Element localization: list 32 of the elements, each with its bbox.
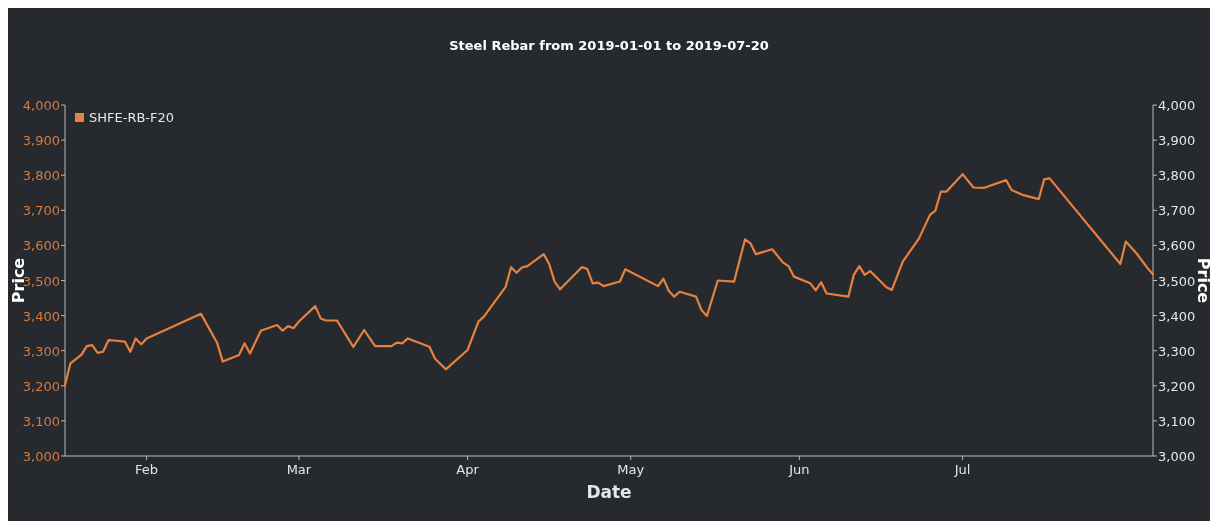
y-tick-label: 3,400 xyxy=(22,308,60,324)
x-axis-title: Date xyxy=(586,482,632,502)
y2-tick-label: 4,000 xyxy=(1158,98,1196,113)
y-tick-label: 3,300 xyxy=(22,343,60,359)
legend-label: SHFE-RB-F20 xyxy=(89,110,175,125)
y-tick-label: 3,900 xyxy=(22,133,60,149)
y2-axis-title: Price xyxy=(1194,257,1210,304)
x-tick-label: Feb xyxy=(135,462,159,477)
y-tick-label: 3,000 xyxy=(22,449,60,464)
x-tick-label: Jun xyxy=(788,462,810,477)
y2-tick-label: 3,400 xyxy=(1158,308,1196,324)
x-tick-label: Mar xyxy=(286,462,312,477)
x-tick-label: Jul xyxy=(953,462,971,477)
chart-title: Steel Rebar from 2019-01-01 to 2019-07-20 xyxy=(449,38,769,53)
y-tick-label: 3,200 xyxy=(22,378,60,394)
line-series xyxy=(63,173,1155,387)
y2-tick-label: 3,700 xyxy=(1158,203,1196,219)
y-tick-label: 4,000 xyxy=(22,98,60,113)
y2-tick-label: 3,300 xyxy=(1158,343,1196,359)
x-tick-label: May xyxy=(617,462,645,477)
y2-tick-label: 3,900 xyxy=(1158,133,1196,149)
y2-tick-label: 3,200 xyxy=(1158,378,1196,394)
y2-tick-label: 3,100 xyxy=(1158,413,1196,429)
y-tick-label: 3,800 xyxy=(22,168,60,184)
y2-tick-label: 3,500 xyxy=(1158,273,1196,289)
y-tick-label: 3,700 xyxy=(22,203,60,219)
x-tick-label: Apr xyxy=(456,462,480,477)
y2-tick-label: 3,000 xyxy=(1158,449,1196,464)
y2-tick-label: 3,800 xyxy=(1158,168,1196,184)
y-tick-label: 3,100 xyxy=(22,413,60,429)
y2-tick-label: 3,600 xyxy=(1158,238,1196,254)
y-tick-label: 3,600 xyxy=(22,238,60,254)
